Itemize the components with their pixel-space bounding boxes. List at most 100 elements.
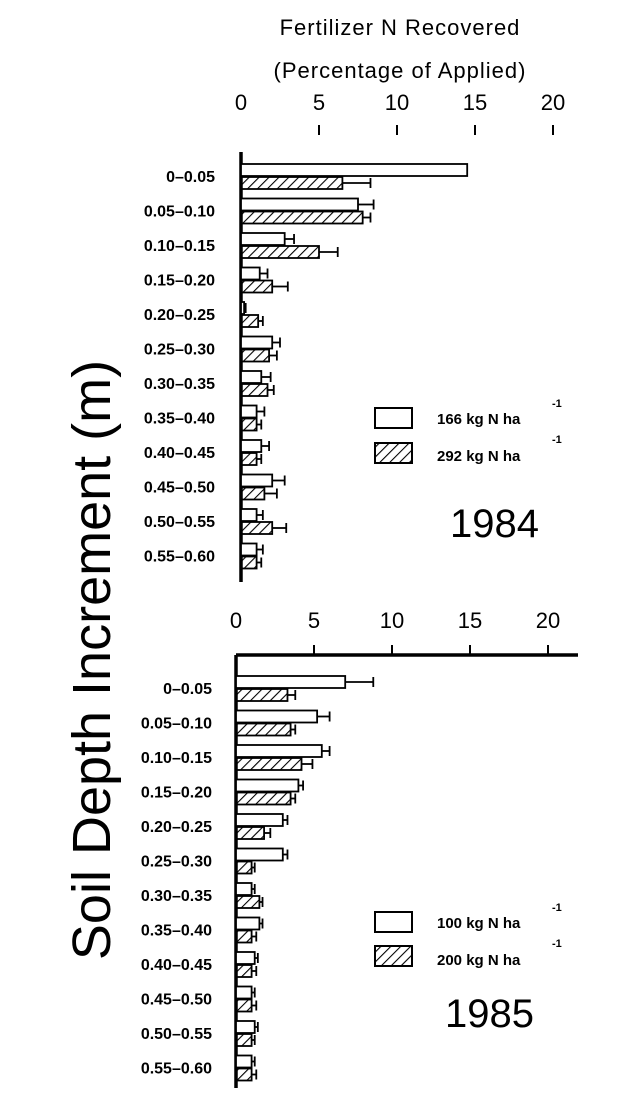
bar-open bbox=[240, 404, 258, 419]
category-label: 0.35–0.40 bbox=[141, 923, 212, 940]
bar-hatched bbox=[240, 417, 258, 432]
bar-hatched bbox=[240, 348, 270, 363]
legend-sup-1984-s1: -1 bbox=[552, 398, 562, 410]
bar-hatched bbox=[235, 1067, 253, 1082]
bar-hatched bbox=[240, 521, 274, 535]
x-tick-label: 15 bbox=[458, 608, 482, 633]
bar-hatched bbox=[235, 895, 261, 909]
bar-hatched bbox=[240, 452, 258, 466]
bar-hatched bbox=[235, 964, 253, 978]
bar-open bbox=[240, 473, 274, 488]
category-label: 0.55–0.60 bbox=[144, 549, 215, 566]
bar-hatched bbox=[235, 688, 289, 702]
x-tick-label: 15 bbox=[463, 90, 487, 115]
category-label: 0.20–0.25 bbox=[141, 819, 212, 836]
bar-hatched bbox=[235, 757, 303, 771]
x-tick-label: 20 bbox=[536, 608, 560, 633]
category-label: 0–0.05 bbox=[163, 681, 212, 698]
bar-open bbox=[240, 335, 274, 350]
category-label: 0.30–0.35 bbox=[141, 888, 212, 905]
bar-hatched bbox=[235, 998, 253, 1013]
category-label: 0.05–0.10 bbox=[144, 204, 215, 221]
bar-open bbox=[235, 675, 347, 689]
bar-hatched bbox=[235, 826, 265, 840]
bar-hatched bbox=[240, 210, 364, 225]
legend-swatch-open-1985 bbox=[374, 911, 413, 933]
bar-hatched bbox=[240, 176, 344, 190]
legend-label-1985-s1: 100 kg N ha bbox=[437, 915, 521, 932]
bar-open bbox=[235, 778, 300, 793]
bar-hatched bbox=[240, 279, 274, 294]
bar-hatched bbox=[235, 1033, 253, 1047]
category-label: 0.10–0.15 bbox=[141, 750, 212, 767]
x-tick-label: 0 bbox=[235, 90, 247, 115]
x-tick-label: 0 bbox=[230, 608, 242, 633]
bar-open bbox=[240, 266, 261, 281]
x-tick-label: 10 bbox=[385, 90, 409, 115]
chart-title-line1: Fertilizer N Recovered bbox=[280, 15, 521, 40]
legend-swatch-open-1984 bbox=[374, 407, 413, 429]
category-label: 0.35–0.40 bbox=[144, 411, 215, 428]
bar-open bbox=[235, 709, 319, 724]
bar-open bbox=[240, 370, 263, 384]
y-axis-label: Soil Depth Increment (m) bbox=[62, 360, 122, 960]
bar-hatched bbox=[235, 722, 292, 737]
legend-sup-1984-s2: -1 bbox=[552, 434, 562, 446]
panel-1984: 0 5 10 15 20 0–0.05 0.05–0.10 0.10–0.15 0.15–0.2… bbox=[144, 90, 565, 582]
legend-sup-1985-s2: -1 bbox=[552, 938, 562, 950]
legend-swatch-hatched-1984 bbox=[374, 442, 413, 464]
category-label: 0.15–0.20 bbox=[141, 785, 212, 802]
x-tick-label: 5 bbox=[313, 90, 325, 115]
bar-hatched bbox=[240, 486, 266, 501]
bar-open bbox=[235, 1020, 256, 1034]
category-label: 0.25–0.30 bbox=[144, 342, 215, 359]
bar-open bbox=[235, 985, 253, 1000]
x-tick-label: 5 bbox=[308, 608, 320, 633]
category-label: 0.05–0.10 bbox=[141, 716, 212, 733]
category-label: 0.40–0.45 bbox=[144, 445, 215, 462]
chart-title-line2: (Percentage of Applied) bbox=[274, 58, 527, 83]
category-label: 0.20–0.25 bbox=[144, 307, 215, 324]
bar-open bbox=[240, 301, 246, 315]
bar-hatched bbox=[235, 860, 253, 875]
category-label: 0.10–0.15 bbox=[144, 238, 215, 255]
bar-open bbox=[235, 744, 323, 758]
legend-swatch-hatched-1985 bbox=[374, 945, 413, 967]
bar-open bbox=[240, 163, 469, 177]
legend-label-1984-s2: 292 kg N ha bbox=[437, 448, 521, 465]
panel-1985: 0 5 10 15 20 0–0.05 0.05–0.10 0.10–0.15 0.15–0.2… bbox=[141, 608, 578, 1088]
bar-hatched bbox=[240, 383, 269, 397]
category-label: 0–0.05 bbox=[166, 169, 215, 186]
category-label: 0.50–0.55 bbox=[144, 514, 215, 531]
legend-label-1985-s2: 200 kg N ha bbox=[437, 952, 521, 969]
category-label: 0.40–0.45 bbox=[141, 957, 212, 974]
bar-open bbox=[235, 813, 284, 827]
year-label-1984: 1984 bbox=[450, 502, 539, 546]
bar-hatched bbox=[240, 555, 258, 570]
category-label: 0.45–0.50 bbox=[144, 480, 215, 497]
bar-open bbox=[240, 197, 359, 212]
bar-open bbox=[240, 508, 258, 522]
bar-hatched bbox=[235, 791, 292, 806]
bar-open bbox=[240, 232, 286, 246]
category-label: 0.30–0.35 bbox=[144, 376, 215, 393]
bar-open bbox=[235, 916, 261, 931]
category-label: 0.50–0.55 bbox=[141, 1026, 212, 1043]
x-tick-label: 10 bbox=[380, 608, 404, 633]
bar-hatched bbox=[240, 314, 260, 328]
x-tick-label: 20 bbox=[541, 90, 565, 115]
bar-hatched bbox=[235, 929, 253, 944]
year-label-1985: 1985 bbox=[445, 992, 534, 1036]
category-label: 0.25–0.30 bbox=[141, 854, 212, 871]
legend-sup-1985-s1: -1 bbox=[552, 902, 562, 914]
bar-open bbox=[235, 882, 253, 896]
legend-label-1984-s1: 166 kg N ha bbox=[437, 411, 521, 428]
category-label: 0.15–0.20 bbox=[144, 273, 215, 290]
bar-open bbox=[235, 1054, 253, 1069]
bar-open bbox=[235, 951, 256, 965]
category-label: 0.55–0.60 bbox=[141, 1061, 212, 1078]
bar-hatched bbox=[240, 245, 320, 259]
bar-open bbox=[235, 847, 284, 862]
bar-open bbox=[240, 542, 258, 557]
